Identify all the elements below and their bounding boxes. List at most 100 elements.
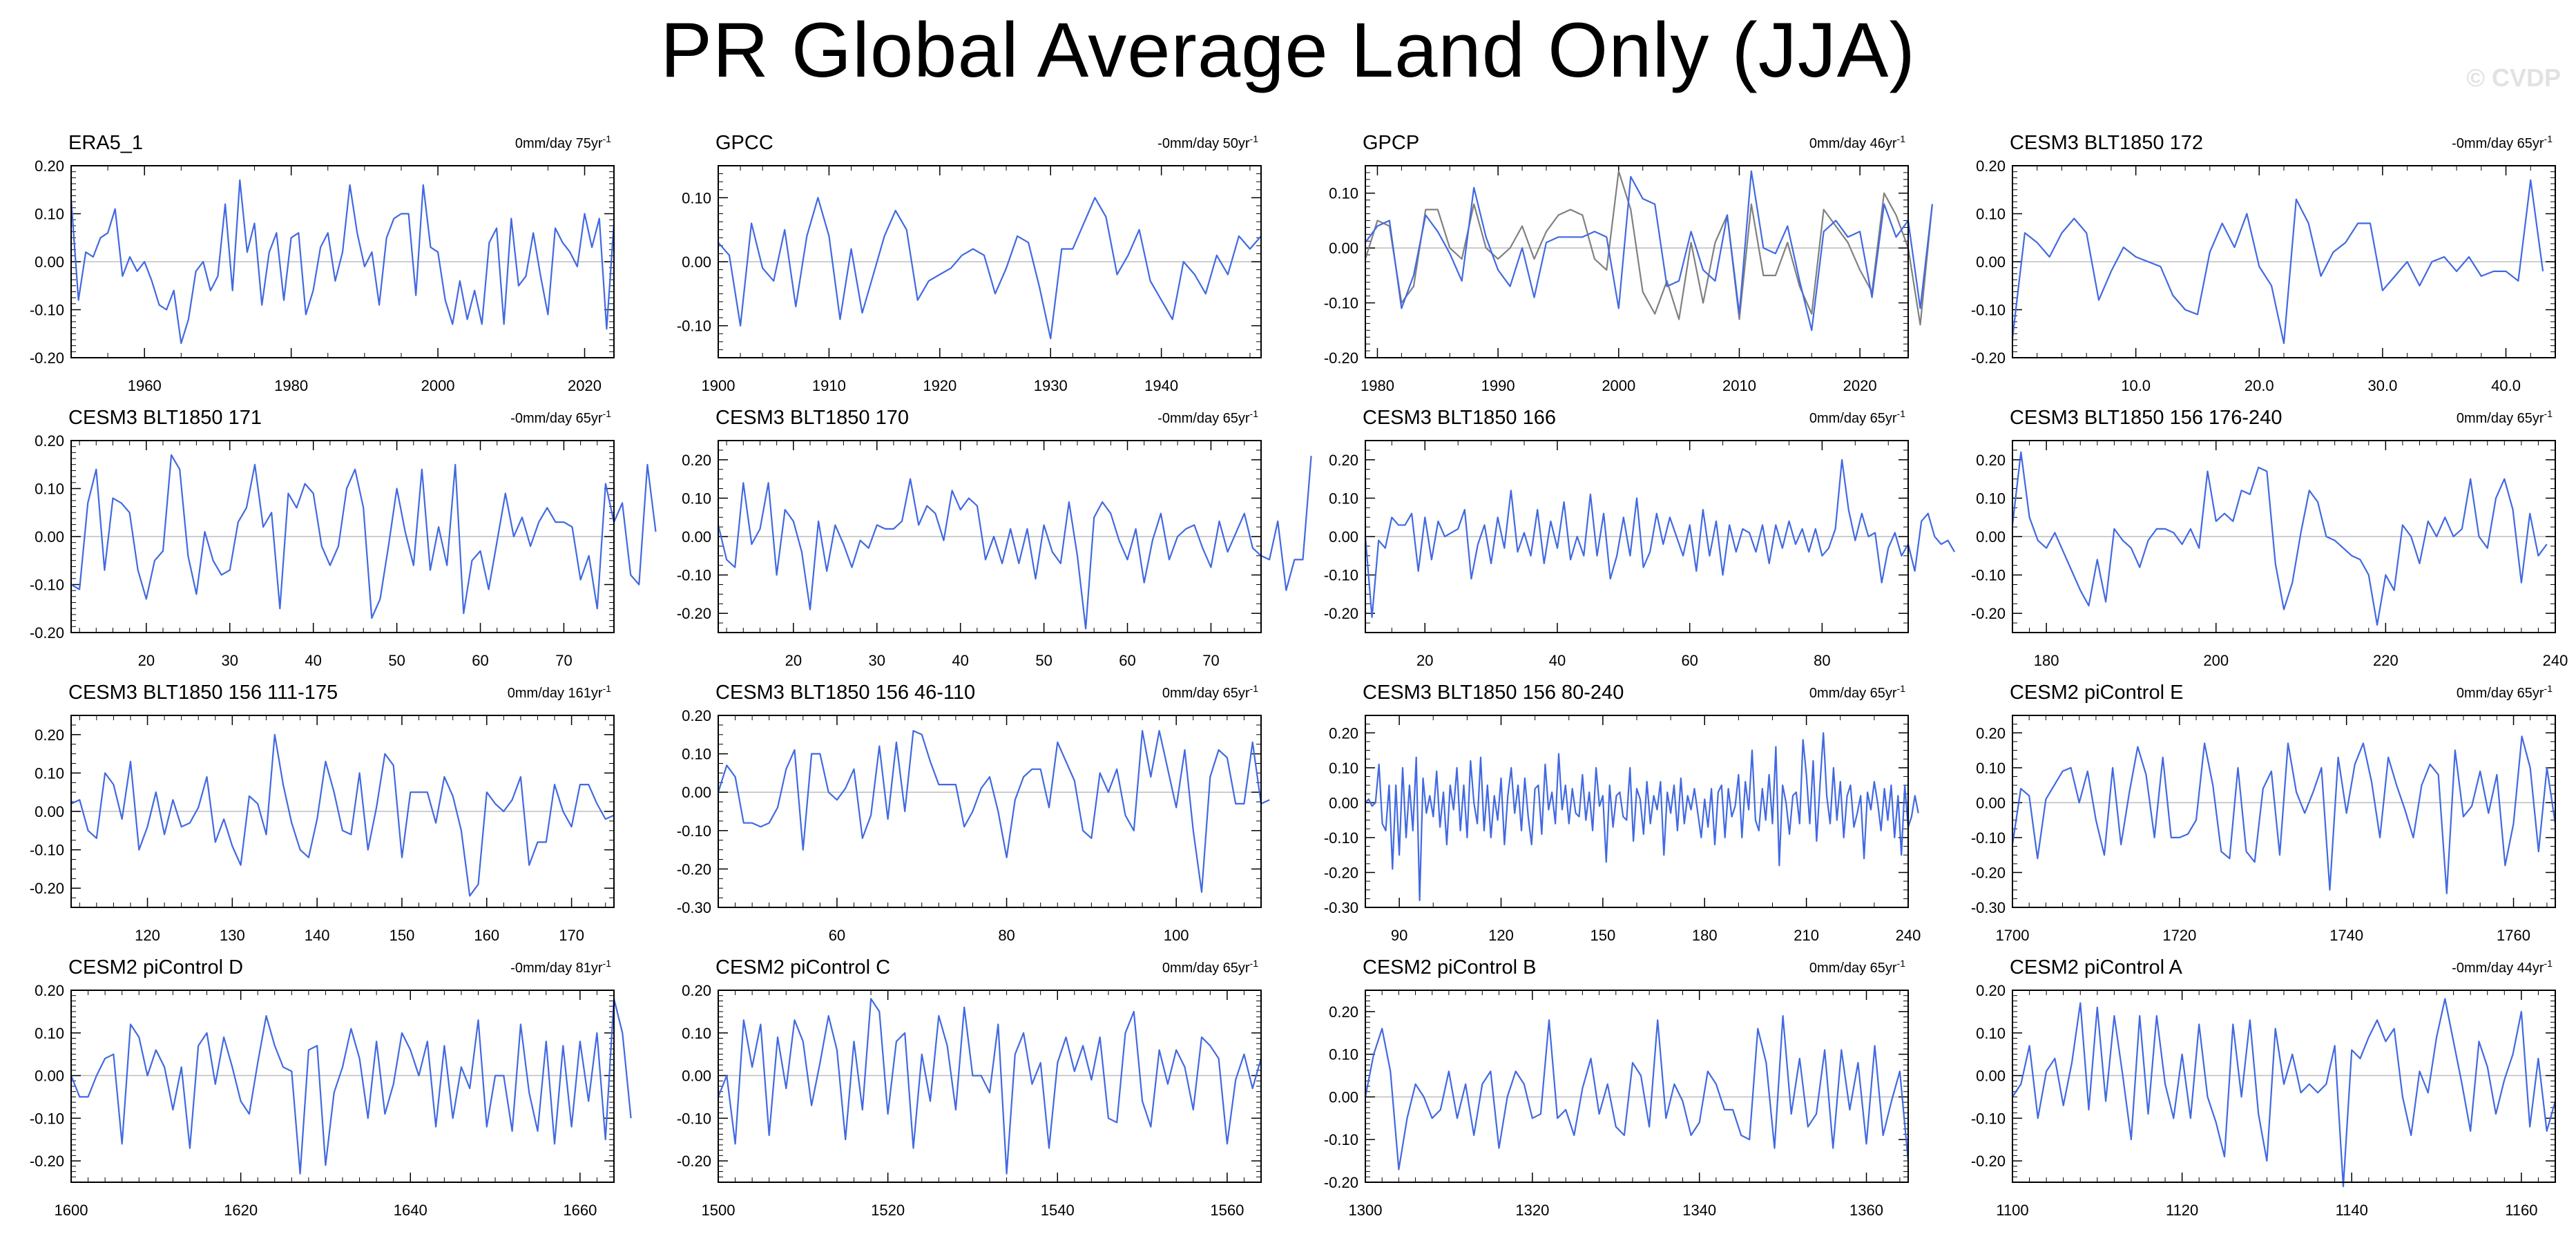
y-tick-label: 0.00: [35, 528, 64, 546]
x-tick-label: 1560: [1210, 1202, 1244, 1219]
y-tick-label: -0.10: [1971, 829, 2006, 847]
y-tick-label: -0.10: [30, 842, 64, 859]
x-tick-label: 150: [390, 927, 415, 944]
panel-trend: 0mm/day 65yr-1: [2457, 683, 2553, 701]
x-tick-label: 1980: [1361, 377, 1394, 394]
x-tick-label: 180: [2034, 652, 2059, 669]
x-tick-label: 210: [1794, 927, 1819, 944]
x-tick-label: 10.0: [2121, 377, 2151, 394]
panel-title: CESM3 BLT1850 156 111-175: [68, 682, 338, 704]
x-tick-label: 1930: [1034, 377, 1068, 394]
y-tick-label: 0.00: [682, 1068, 711, 1085]
x-tick-label: 1540: [1041, 1202, 1075, 1219]
x-tick-label: 1990: [1481, 377, 1515, 394]
x-tick-label: 1620: [224, 1202, 258, 1219]
plot-frame: [1365, 990, 1909, 1183]
x-tick-label: 150: [1590, 927, 1616, 944]
x-tick-label: 1600: [55, 1202, 88, 1219]
y-tick-label: 0.00: [35, 803, 64, 820]
plot-frame: [70, 440, 615, 633]
panel-title: CESM3 BLT1850 156 46-110: [715, 682, 975, 704]
y-tick-label: 0.20: [1329, 724, 1358, 742]
y-tick-label: -0.10: [1324, 567, 1358, 584]
series-line: [1365, 732, 1919, 902]
panel-trend: 0mm/day 75yr-1: [515, 133, 611, 151]
panel-trend: -0mm/day 65yr-1: [1157, 408, 1258, 426]
x-tick-label: 2010: [1722, 377, 1756, 394]
y-tick-label: 0.20: [682, 707, 711, 724]
x-tick-label: 20: [138, 652, 155, 669]
y-tick-label: 0.10: [682, 189, 711, 206]
y-tick-label: 0.10: [1329, 760, 1358, 777]
y-tick-label: 0.10: [1329, 1046, 1358, 1063]
y-tick-label: 0.20: [682, 982, 711, 999]
panel-12: CESM2 piControl E 0mm/day 65yr-1 -0.30 -0.2…: [1971, 682, 2557, 944]
panel-trend: 0mm/day 65yr-1: [2457, 408, 2553, 426]
y-tick-label: 0.10: [1329, 490, 1358, 507]
panel-11: CESM3 BLT1850 156 80-240 0mm/day 65yr-1 -0…: [1324, 682, 1921, 944]
panel-10: CESM3 BLT1850 156 46-110 0mm/day 65yr-1 -0…: [677, 682, 1270, 944]
plot-frame: [2012, 715, 2556, 908]
x-tick-label: 20: [785, 652, 802, 669]
x-tick-label: 30.0: [2367, 377, 2397, 394]
y-tick-label: -0.10: [30, 1110, 64, 1127]
panel-8: CESM3 BLT1850 156 176-240 0mm/day 65yr-1 -…: [1971, 407, 2568, 669]
series-line: [717, 456, 1312, 630]
panel-trend: 0mm/day 65yr-1: [1162, 958, 1258, 976]
x-tick-label: 140: [305, 927, 330, 944]
y-tick-label: -0.10: [677, 318, 711, 335]
panel-trend: 0mm/day 65yr-1: [1809, 958, 1905, 976]
reference-line: [1364, 170, 1933, 326]
panel-title: CESM2 piControl D: [68, 956, 243, 979]
y-tick-label: -0.20: [30, 880, 64, 897]
panel-title: CESM3 BLT1850 172: [2010, 132, 2203, 154]
x-tick-label: 200: [2203, 652, 2229, 669]
panel-trend: -0mm/day 50yr-1: [1157, 133, 1258, 151]
panel-trend: 0mm/day 65yr-1: [1162, 683, 1258, 701]
y-tick-label: 0.10: [35, 764, 64, 782]
panel-title: CESM3 BLT1850 166: [1363, 407, 1556, 429]
series-line: [70, 454, 657, 619]
x-tick-label: 1320: [1515, 1202, 1549, 1219]
watermark: © CVDP: [2466, 64, 2561, 92]
x-tick-label: 120: [1488, 927, 1514, 944]
series-line: [1365, 170, 1933, 331]
panel-5: CESM3 BLT1850 171 -0mm/day 65yr-1 -0.20 -0.…: [30, 407, 657, 669]
y-tick-label: -0.10: [677, 567, 711, 584]
y-tick-label: -0.20: [30, 1153, 64, 1170]
x-tick-label: 1500: [702, 1202, 736, 1219]
y-tick-label: 0.00: [682, 253, 711, 271]
panel-trend: -0mm/day 81yr-1: [510, 958, 611, 976]
plot-frame: [1365, 165, 1909, 358]
x-tick-label: 30: [869, 652, 885, 669]
plot-frame: [70, 715, 615, 908]
y-tick-label: 0.20: [1976, 157, 2006, 175]
plot-frame: [718, 440, 1262, 633]
y-tick-label: -0.20: [1971, 349, 2006, 367]
series-line: [70, 179, 615, 345]
x-tick-label: 40.0: [2491, 377, 2521, 394]
panel-trend: -0mm/day 44yr-1: [2452, 958, 2553, 976]
y-tick-label: -0.20: [30, 349, 64, 367]
x-tick-label: 70: [1202, 652, 1219, 669]
x-tick-label: 20.0: [2245, 377, 2274, 394]
panel-4: CESM3 BLT1850 172 -0mm/day 65yr-1 -0.20 -0.…: [1971, 132, 2556, 394]
x-tick-label: 1660: [563, 1202, 597, 1219]
panel-trend: 0mm/day 65yr-1: [1809, 408, 1905, 426]
panel-9: CESM3 BLT1850 156 111-175 0mm/day 161yr-1…: [30, 682, 615, 944]
plot-frame: [70, 165, 615, 358]
x-tick-label: 120: [135, 927, 160, 944]
panel-title: ERA5_1: [68, 132, 143, 154]
panel-title: GPCC: [715, 132, 773, 154]
x-tick-label: 1920: [923, 377, 957, 394]
panel-7: CESM3 BLT1850 166 0mm/day 65yr-1 -0.20 -0.1…: [1324, 407, 1956, 669]
y-tick-label: 0.10: [35, 1025, 64, 1042]
x-tick-label: 1940: [1144, 377, 1178, 394]
series-line: [1364, 1014, 1910, 1170]
x-tick-label: 1160: [2505, 1202, 2537, 1219]
panel-title: CESM2 piControl A: [2010, 956, 2182, 979]
y-tick-label: -0.20: [677, 860, 711, 878]
x-tick-label: 1100: [1996, 1202, 2028, 1219]
page-title: PR Global Average Land Only (JJA): [660, 7, 1916, 93]
x-tick-label: 60: [829, 927, 845, 944]
